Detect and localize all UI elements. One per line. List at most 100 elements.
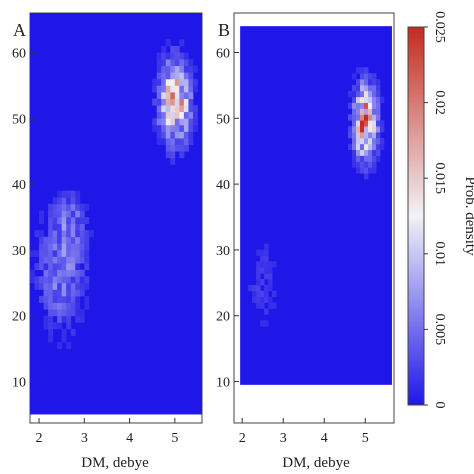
y-tick-label: 50: [12, 112, 26, 127]
heatmap-cell: [375, 114, 381, 121]
heatmap-cell: [75, 282, 81, 290]
heatmap-cell: [156, 52, 162, 60]
y-tick-label: 60: [12, 46, 26, 61]
heatmap-cell: [375, 155, 381, 162]
colorbar: 0 0.005 0.01 0.015 0.02 0.025 Prob. density: [407, 11, 474, 409]
heatmap-cell: [359, 102, 365, 109]
heatmap-cell: [52, 302, 58, 310]
heatmap-cell: [363, 73, 369, 80]
heatmap-cell: [39, 230, 44, 238]
heatmap-cell: [43, 249, 49, 257]
heatmap-cell: [57, 203, 63, 211]
heatmap-cell: [375, 143, 381, 151]
heatmap-cell: [192, 124, 198, 132]
colorbar-tick-label: 0: [432, 402, 447, 409]
heatmap-cell: [367, 90, 373, 98]
heatmap-cell: [379, 126, 385, 133]
heatmap-cell: [192, 78, 198, 86]
y-tick-label: 60: [216, 46, 230, 61]
heatmap-cell: [61, 302, 67, 310]
heatmap-cell: [84, 217, 90, 224]
colorbar-ticks: 0 0.005 0.01 0.015 0.02 0.025: [424, 11, 447, 409]
heatmap-cell: [48, 322, 54, 330]
heatmap-cell: [192, 111, 198, 119]
heatmap-cell: [61, 328, 67, 336]
heatmap-cell: [52, 249, 58, 257]
heatmap-cell: [70, 295, 76, 303]
heatmap-cell: [170, 59, 176, 67]
heatmap-cell: [66, 276, 72, 284]
heatmap-cell: [70, 282, 76, 290]
heatmap-cell: [359, 120, 365, 127]
heatmap-cell: [367, 126, 373, 133]
heatmap-cell: [57, 276, 63, 284]
heatmap-cell: [179, 65, 185, 73]
heatmap-cell: [352, 114, 357, 121]
y-tick-label: 10: [216, 376, 230, 391]
heatmap-cell: [352, 143, 357, 151]
heatmap-cell: [70, 302, 76, 310]
heatmap-cell: [152, 118, 158, 126]
heatmap-cell: [260, 249, 265, 256]
colorbar-tick-label: 0.015: [432, 162, 447, 194]
x-tick-label: 3: [81, 431, 88, 446]
heatmap-cell: [268, 267, 273, 274]
heatmap-cell: [371, 84, 377, 92]
heatmap-cell: [183, 72, 189, 80]
heatmap-cell: [165, 91, 171, 99]
heatmap-cell: [379, 96, 385, 103]
heatmap-cell: [264, 308, 269, 315]
heatmap-cell: [52, 263, 58, 271]
heatmap-cell: [34, 282, 40, 290]
heatmap-cell: [352, 102, 357, 109]
heatmap-cell: [52, 230, 58, 238]
heatmap-cell: [363, 155, 369, 162]
panel-b-label: B: [218, 20, 230, 40]
heatmap-cell: [272, 290, 277, 298]
heatmap-cell: [39, 282, 44, 290]
heatmap-cell: [375, 132, 381, 139]
heatmap-cell: [170, 78, 176, 86]
heatmap-cell: [170, 98, 176, 106]
heatmap-cell: [48, 203, 54, 211]
heatmap-cell: [70, 197, 76, 205]
heatmap-cell: [66, 295, 72, 303]
heatmap-cell: [30, 269, 35, 277]
heatmap-cell: [34, 249, 40, 257]
heatmap-cell: [84, 276, 90, 284]
heatmap-cell: [352, 90, 357, 98]
heatmap-cell: [48, 236, 54, 244]
heatmap-cell: [179, 91, 185, 99]
heatmap-cell: [256, 296, 261, 303]
y-tick-label: 10: [12, 376, 26, 391]
heatmap-cell: [356, 132, 361, 139]
panel-a-label: A: [13, 20, 26, 40]
heatmap-cell: [75, 217, 81, 224]
heatmap-cell: [43, 295, 49, 303]
heatmap-cell: [161, 59, 167, 67]
heatmap-cell: [39, 295, 44, 303]
heatmap-cell: [359, 132, 365, 139]
heatmap-cell: [57, 289, 63, 297]
heatmap-cell: [367, 108, 373, 115]
heatmap-cell: [61, 203, 67, 211]
heatmap-cell: [34, 276, 40, 284]
heatmap-cell: [170, 91, 176, 99]
heatmap-cell: [66, 230, 72, 238]
heatmap-cell: [179, 118, 185, 126]
heatmap-cell: [363, 120, 369, 127]
heatmap-cell: [188, 98, 194, 106]
heatmap-cell: [179, 52, 185, 60]
heatmap-cell: [188, 138, 194, 146]
heatmap-cell: [57, 249, 63, 257]
heatmap-cell: [165, 52, 171, 60]
heatmap-cell: [52, 223, 58, 231]
panel-a: 2 3 4 5 10 20 30 40 50 60 A DM, debye: [12, 12, 203, 471]
heatmap-cell: [161, 45, 167, 53]
heatmap-cell: [188, 78, 194, 86]
heatmap-cell: [264, 261, 269, 268]
heatmap-cell: [52, 210, 58, 218]
heatmap-cell: [356, 67, 361, 74]
heatmap-cell: [367, 73, 373, 80]
heatmap-cell: [363, 137, 369, 145]
